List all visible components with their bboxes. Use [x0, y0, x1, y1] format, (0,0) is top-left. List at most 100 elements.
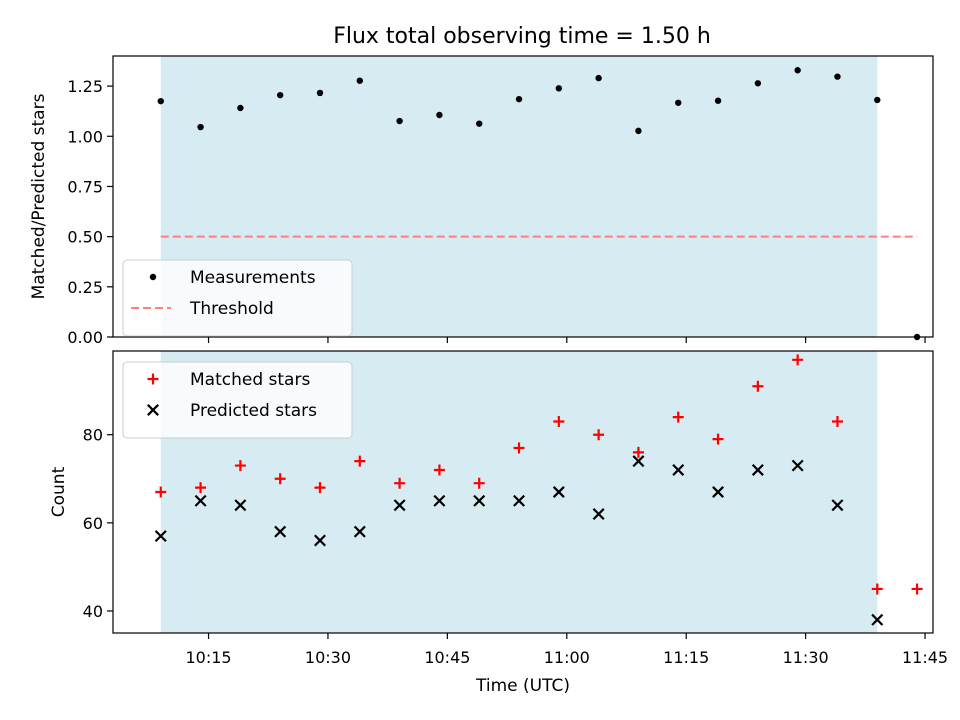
top-x-axis [207, 337, 926, 343]
top-series-layer [157, 67, 921, 341]
matched-stars-point [593, 429, 605, 441]
matched-stars-point [234, 460, 246, 472]
x-tick-label: 11:45 [902, 648, 948, 667]
bottom-y-axis: 40 60 80 [83, 426, 113, 621]
bottom-x-axis: 10:15 10:30 10:45 11:00 11:15 11:30 11:45 [185, 633, 948, 667]
x-tick-label: 10:30 [305, 648, 351, 667]
x-axis-label: Time (UTC) [475, 676, 570, 696]
y-tick-label: 60 [83, 514, 103, 533]
matched-stars-point [394, 477, 406, 489]
legend-dot-swatch [149, 273, 157, 281]
predicted-stars-point [791, 459, 804, 472]
predicted-stars-point [154, 530, 167, 543]
measurements-point [635, 127, 642, 135]
measurements-point [436, 111, 443, 119]
matched-stars-point [155, 486, 167, 498]
measurements-point [595, 74, 602, 82]
matched-stars-point [314, 482, 326, 494]
measurements-point [874, 96, 881, 104]
legend-box [122, 259, 353, 337]
predicted-stars-point [353, 525, 366, 538]
x-tick-label: 10:15 [185, 648, 231, 667]
matched-stars-point [871, 583, 883, 595]
x-tick-label: 11:00 [544, 648, 590, 667]
measurements-point [237, 104, 244, 112]
y-tick-label: 0.50 [67, 228, 103, 247]
top-axes-frame [112, 55, 934, 338]
matched-stars-point [831, 416, 843, 427]
predicted-stars-point [314, 534, 326, 547]
matched-stars-point [195, 482, 207, 494]
predicted-stars-point [632, 455, 645, 468]
bottom-y-axis-label: Count [49, 466, 69, 517]
top-y-axis-label: Matched/Predicted stars [29, 93, 49, 299]
predicted-stars-point [592, 508, 605, 521]
chart-title: Flux total observing time = 1.50 h [333, 24, 711, 49]
matched-stars-point [513, 442, 525, 454]
predicted-stars-point [393, 499, 406, 512]
matched-stars-point [672, 411, 684, 423]
predicted-stars-point [552, 486, 565, 498]
measurements-point [754, 80, 762, 87]
bottom-series-layer [154, 354, 923, 626]
x-tick-label: 11:15 [663, 648, 709, 667]
legend-box [122, 361, 353, 439]
matched-stars-point [911, 583, 923, 595]
y-tick-label: 1.25 [67, 77, 103, 96]
measurements-point [714, 97, 722, 104]
matched-stars-point [553, 416, 565, 427]
bottom-axes-frame [112, 350, 934, 634]
measurements-point [316, 89, 324, 97]
measurements-point [396, 117, 403, 125]
predicted-stars-point [473, 494, 486, 507]
bottom-panel: 40 60 80 10:15 10:30 10:45 11:00 11:15 11:30 11:… [49, 350, 948, 696]
matched-stars-point [752, 380, 764, 392]
bottom-legend: Matched stars Predicted stars [122, 361, 353, 439]
y-tick-label: 0.00 [67, 328, 103, 347]
matched-stars-point [792, 354, 804, 366]
measurements-point [794, 67, 801, 74]
legend-label: Measurements [190, 268, 316, 288]
y-tick-label: 40 [83, 602, 103, 621]
matched-stars-point [433, 464, 445, 476]
x-tick-label: 11:30 [783, 648, 829, 667]
measurements-point [197, 123, 204, 131]
top-panel: 0.00 0.25 0.50 0.75 1.00 1.25 Matched/Predict… [29, 55, 934, 347]
measurements-point [675, 99, 682, 106]
measurements-point [515, 95, 523, 103]
measurements-point [476, 120, 483, 127]
top-legend: Measurements Threshold [122, 259, 353, 337]
legend-label: Predicted stars [190, 401, 317, 421]
matched-stars-point [354, 455, 366, 467]
legend-label: Threshold [189, 299, 274, 319]
matched-stars-point [274, 473, 286, 485]
x-tick-label: 10:45 [424, 648, 470, 667]
predicted-stars-point [751, 463, 764, 476]
legend-label: Matched stars [190, 370, 310, 390]
predicted-stars-point [672, 463, 685, 476]
legend-plus-swatch [147, 373, 159, 385]
measurements-point [356, 77, 363, 84]
predicted-stars-point [831, 499, 844, 512]
matched-stars-point [473, 477, 485, 489]
predicted-stars-point [513, 494, 525, 507]
matched-stars-point [712, 433, 724, 445]
predicted-stars-point [712, 486, 725, 498]
measurements-point [555, 85, 563, 92]
predicted-stars-point [871, 613, 884, 626]
measurements-point [834, 73, 841, 80]
measurements-point [157, 97, 164, 105]
predicted-stars-point [194, 494, 207, 507]
top-y-axis: 0.00 0.25 0.50 0.75 1.00 1.25 [67, 77, 113, 347]
predicted-stars-point [234, 499, 247, 512]
predicted-stars-point [274, 525, 287, 538]
y-tick-label: 0.25 [67, 278, 103, 297]
y-tick-label: 80 [83, 426, 103, 445]
y-tick-label: 1.00 [67, 127, 103, 146]
y-tick-label: 0.75 [67, 177, 103, 196]
legend-x-swatch [147, 404, 159, 416]
predicted-stars-point [433, 494, 446, 507]
measurements-point [276, 91, 284, 99]
matched-stars-point [632, 446, 644, 458]
